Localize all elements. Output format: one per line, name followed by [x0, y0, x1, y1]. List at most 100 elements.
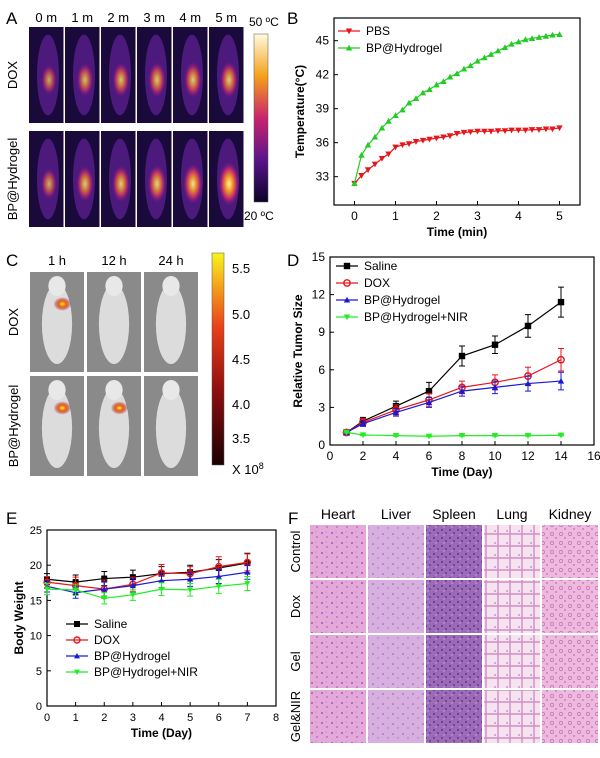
panel-b-data-point	[542, 32, 550, 39]
panel-a-row-label: BP@Hydrogel	[5, 138, 20, 221]
panel-b-data-point	[535, 34, 543, 40]
panel-b-data-point	[481, 128, 488, 135]
panel-b-data-point	[385, 151, 392, 158]
panel-c-mouse-head	[162, 276, 180, 296]
panel-c-fluorescence-signal	[111, 401, 128, 415]
panel-f-column-label: Kidney	[549, 506, 592, 522]
panel-c-mouse-silhouette	[155, 284, 187, 364]
panel-e-x-tick-label: 8	[273, 712, 279, 724]
panel-b-data-point	[487, 128, 495, 135]
panel-d-legend-marker	[343, 279, 351, 287]
panel-c-time-label: 24 h	[158, 253, 183, 268]
panel-f-histology-tile	[542, 580, 598, 633]
panel-e-x-tick-label: 2	[101, 712, 107, 724]
panel-a-colorbar-max: 50 ºC	[249, 15, 279, 29]
panel-a-heat-spot	[147, 164, 167, 204]
panel-b-data-point	[446, 133, 454, 140]
panel-d-data-point	[425, 399, 433, 405]
panel-a-heat-spot	[40, 167, 58, 200]
panel-a-heat-spot	[219, 60, 239, 99]
panel-letter-a: A	[6, 9, 18, 28]
panel-b-data-point	[419, 137, 427, 144]
panel-d-data-point	[458, 352, 466, 360]
panel-e-legend-marker	[73, 636, 81, 644]
panel-d-x-tick-label: 10	[488, 449, 502, 463]
panel-c-row-label: BP@Hydrogel	[6, 385, 21, 468]
panel-d-data-point	[557, 355, 565, 364]
panel-c-mouse-head	[48, 276, 66, 296]
panel-b-y-tick-label: 36	[316, 136, 330, 150]
panel-e-body-weight-chart: 0 1 2 3 4 5 6 7 8 0 5 10 15 20 25 Time (Day) Body Weight…	[12, 525, 279, 740]
panel-a-heat-spot	[41, 64, 57, 96]
panel-d-y-tick-label: 6	[318, 363, 325, 377]
panel-c-colorbar	[211, 252, 225, 466]
panel-c-colorbar-tick: 4.0	[232, 397, 250, 412]
panel-b-data-point	[412, 95, 420, 102]
panel-d-series-line	[346, 359, 562, 433]
panel-b-data-point	[371, 161, 379, 168]
panel-e-y-tick-label: 20	[30, 560, 42, 572]
panel-d-data-point	[458, 387, 466, 394]
panel-f-column-label: Lung	[496, 506, 527, 522]
panel-a-heat-spot	[182, 162, 204, 205]
panel-d-data-point	[392, 433, 400, 439]
panel-a-time-label: 2 m	[107, 10, 129, 25]
panel-f-row-label: Gel	[288, 651, 303, 671]
panel-a-row-label: DOX	[5, 61, 20, 90]
panel-e-y-tick-label: 0	[36, 701, 42, 713]
panel-b-data-point	[515, 127, 522, 134]
panel-d-data-point	[458, 433, 466, 439]
panel-e-legend-marker	[74, 669, 80, 675]
panel-b-data-point	[440, 134, 447, 141]
panel-b-data-point	[426, 86, 433, 92]
panel-d-x-tick-label: 0	[327, 449, 334, 463]
panel-a-time-label: 0 m	[35, 10, 57, 25]
panel-c-mouse-head	[162, 380, 180, 400]
panel-e-legend-label: Saline	[94, 617, 128, 631]
panel-letter-c: C	[6, 251, 18, 270]
panel-c-fluorescence-signal	[54, 401, 71, 415]
panel-e-series-line	[46, 561, 248, 590]
panel-e-data-point	[101, 575, 108, 582]
panel-d-data-point	[359, 432, 367, 439]
panel-b-data-point	[453, 70, 461, 77]
panel-b-data-point	[522, 36, 529, 43]
panel-f-histology-tile	[426, 525, 482, 578]
panel-d-data-point	[557, 377, 565, 384]
panel-e-x-tick-label: 4	[158, 712, 164, 724]
panel-d-data-point	[524, 380, 532, 387]
panel-e-data-point	[44, 586, 50, 593]
panel-b-data-point	[460, 129, 468, 136]
panel-c-colorbar-tick: 4.5	[232, 352, 250, 367]
panel-e-plot-frame	[46, 529, 277, 707]
panel-c-colorbar-unit: X 108	[232, 461, 264, 477]
panel-f-histology-tile	[310, 580, 366, 633]
panel-b-data-point	[494, 47, 502, 54]
panel-e-legend-label: DOX	[94, 633, 120, 647]
panel-c-mouse-head	[48, 380, 66, 400]
panel-d-legend-marker	[343, 296, 351, 303]
panel-f-column-label: Spleen	[432, 506, 476, 522]
panel-f-histology-grid: Heart Liver Spleen Lung Kidney Control Dox Gel G…	[288, 506, 598, 743]
panel-a-heat-spot	[76, 62, 94, 98]
panel-e-x-tick-label: 1	[73, 712, 79, 724]
panel-d-legend-label: BP@Hydrogel+NIR	[364, 310, 468, 324]
panel-d-x-tick-label: 2	[360, 449, 367, 463]
panel-f-histology-tile	[426, 580, 482, 633]
panel-f-histology-tile	[368, 580, 424, 633]
panel-a-time-label: 4 m	[179, 10, 201, 25]
panel-e-x-tick-label: 0	[44, 712, 50, 724]
panel-b-data-point	[460, 65, 468, 72]
panel-b-data-point	[556, 31, 563, 37]
panel-a-heat-spot	[183, 61, 203, 99]
panel-d-y-axis-label: Relative Tumor Size	[291, 294, 305, 407]
panel-b-data-point	[405, 99, 413, 106]
panel-e-data-point	[244, 581, 251, 587]
panel-b-x-tick-label: 3	[474, 209, 481, 223]
panel-d-y-tick-label: 3	[318, 400, 325, 414]
panel-f-column-label: Heart	[321, 506, 355, 522]
panel-d-x-tick-label: 4	[393, 449, 400, 463]
panel-a-heat-spot	[111, 164, 131, 203]
panel-d-data-point	[557, 298, 565, 306]
